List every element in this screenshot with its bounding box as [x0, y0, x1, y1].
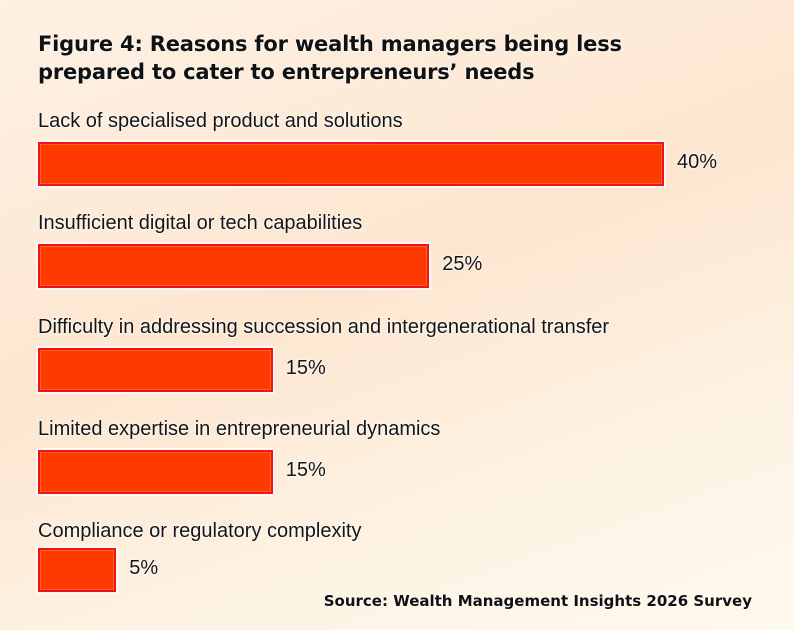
chart-title-line-2: prepared to cater to entrepreneurs’ need… [38, 60, 535, 84]
value-label: 5% [129, 557, 159, 579]
category-label: Lack of specialised product and solution… [38, 110, 403, 132]
bar [38, 348, 273, 392]
value-label: 25% [442, 253, 483, 275]
category-label: Insufficient digital or tech capabilitie… [38, 212, 363, 234]
value-label: 40% [677, 151, 718, 173]
category-label: Limited expertise in entrepreneurial dyn… [38, 418, 441, 440]
value-label: 15% [285, 357, 326, 379]
value-label: 15% [285, 459, 326, 481]
category-label: Compliance or regulatory complexity [38, 520, 362, 542]
bar [38, 548, 117, 592]
bar [38, 450, 273, 494]
chart-title: Figure 4: Reasons for wealth managers be… [38, 30, 622, 86]
bar [38, 244, 430, 288]
bar [38, 142, 664, 186]
category-label: Difficulty in addressing succession and … [38, 316, 610, 338]
chart-title-line-1: Figure 4: Reasons for wealth managers be… [38, 32, 622, 56]
source-note: Source: Wealth Management Insights 2026 … [323, 592, 752, 610]
